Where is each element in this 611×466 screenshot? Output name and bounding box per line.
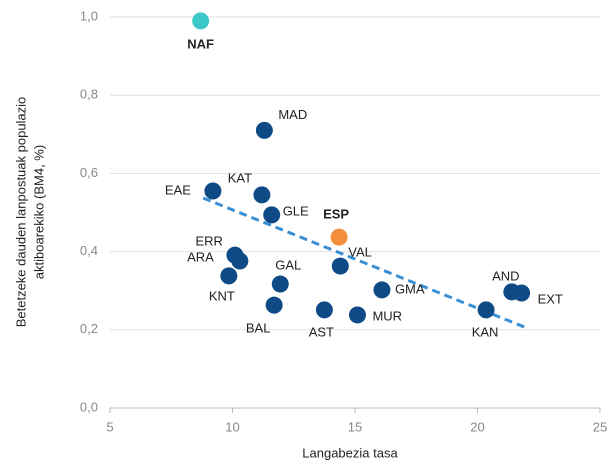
point-label: EXT [538,291,563,306]
point [348,306,366,324]
point [204,182,222,200]
y-axis-label-line: aktiboarekiko (BM4, %) [31,145,46,279]
point-label: GLE [283,203,309,218]
point [315,301,333,319]
point [265,296,283,314]
point [513,284,531,302]
point-label: MAD [278,107,307,122]
point-label: ESP [323,207,349,222]
point-label: KAT [228,170,252,185]
point [331,257,349,275]
point [373,281,391,299]
point-label: GAL [275,257,301,272]
point-label: KAN [472,324,499,339]
y-tick-label: 0,0 [80,399,98,414]
point-label: VAL [348,245,372,260]
x-tick-label: 20 [470,419,484,434]
x-tick-label: 15 [348,419,362,434]
point [231,252,249,270]
y-tick-label: 1,0 [80,8,98,23]
y-tick-label: 0,4 [80,243,98,258]
point [263,206,281,224]
y-tick-label: 0,6 [80,165,98,180]
point-label: ARA [187,249,214,264]
point [220,267,238,285]
y-axis-label-line: Betetzeke dauden lanpostuak populazio [13,97,28,328]
point-label: AST [309,324,334,339]
point-label: EAE [165,182,191,197]
point [271,275,289,293]
x-axis-label: Langabezia tasa [302,445,398,460]
x-tick-label: 10 [225,419,239,434]
point [255,121,273,139]
x-tick-label: 25 [593,419,607,434]
point [253,186,271,204]
point-label: ERR [195,234,222,249]
point-label: GMA [395,281,425,296]
point [330,228,348,246]
y-axis-label: Betetzeke dauden lanpostuak populazio ak… [13,97,46,328]
y-tick-label: 0,2 [80,321,98,336]
point-label: KNT [209,288,235,303]
point-label: NAF [187,36,214,51]
point [477,301,495,319]
point-label: MUR [372,308,402,323]
point-label: AND [492,268,519,283]
x-tick-label: 5 [106,419,113,434]
trend-line [202,196,528,330]
point-label: BAL [246,321,271,336]
point [192,12,210,30]
y-tick-label: 0,8 [80,87,98,102]
